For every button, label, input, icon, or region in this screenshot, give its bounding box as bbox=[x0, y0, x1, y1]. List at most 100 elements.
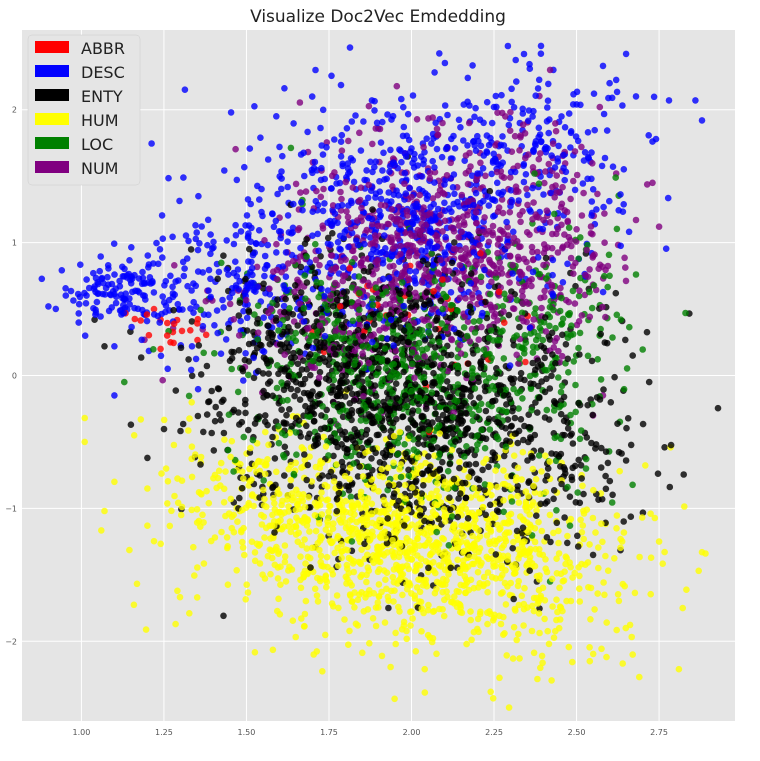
point-enty bbox=[381, 453, 389, 461]
point-hum bbox=[239, 506, 246, 514]
point-desc bbox=[481, 188, 489, 195]
point-desc bbox=[363, 167, 370, 174]
point-hum bbox=[290, 494, 297, 502]
point-enty bbox=[464, 515, 472, 522]
point-loc bbox=[389, 389, 396, 397]
point-enty bbox=[510, 595, 517, 603]
point-hum bbox=[603, 619, 610, 626]
point-loc bbox=[539, 336, 547, 344]
point-num bbox=[519, 121, 527, 128]
point-hum bbox=[178, 477, 186, 485]
point-num bbox=[413, 252, 420, 260]
point-enty bbox=[243, 327, 251, 334]
point-loc bbox=[319, 403, 326, 410]
point-desc bbox=[199, 322, 207, 330]
point-hum bbox=[518, 476, 525, 483]
point-num bbox=[549, 140, 557, 147]
point-desc bbox=[243, 212, 251, 219]
point-loc bbox=[362, 417, 370, 425]
point-hum bbox=[274, 518, 282, 525]
point-desc bbox=[472, 104, 479, 112]
point-hum bbox=[277, 581, 284, 588]
point-enty bbox=[127, 421, 135, 429]
point-loc bbox=[218, 259, 225, 267]
point-loc bbox=[290, 470, 298, 478]
point-loc bbox=[620, 385, 628, 393]
point-desc bbox=[429, 157, 437, 165]
point-hum bbox=[211, 471, 219, 479]
point-hum bbox=[205, 499, 213, 507]
point-num bbox=[367, 240, 374, 248]
point-num bbox=[346, 330, 353, 337]
point-loc bbox=[228, 365, 235, 373]
point-enty bbox=[593, 394, 601, 401]
point-num bbox=[230, 316, 238, 323]
point-enty bbox=[294, 322, 302, 329]
point-hum bbox=[244, 589, 252, 596]
point-loc bbox=[292, 329, 300, 337]
point-num bbox=[602, 313, 609, 321]
point-desc bbox=[75, 319, 82, 326]
point-enty bbox=[443, 378, 451, 385]
point-num bbox=[341, 272, 349, 279]
point-desc bbox=[537, 42, 545, 50]
point-hum bbox=[566, 559, 573, 566]
point-hum bbox=[504, 583, 511, 590]
point-hum bbox=[440, 535, 448, 543]
point-hum bbox=[273, 468, 280, 476]
point-hum bbox=[543, 568, 551, 576]
point-desc bbox=[97, 313, 104, 320]
point-hum bbox=[520, 622, 527, 629]
point-enty bbox=[419, 360, 426, 367]
point-hum bbox=[505, 512, 512, 519]
point-num bbox=[296, 300, 304, 308]
point-desc bbox=[198, 223, 205, 230]
point-hum bbox=[274, 490, 281, 497]
point-loc bbox=[577, 234, 584, 241]
point-hum bbox=[368, 510, 376, 517]
point-enty bbox=[612, 289, 620, 297]
point-desc bbox=[261, 265, 269, 273]
point-hum bbox=[241, 551, 248, 559]
point-loc bbox=[121, 378, 128, 386]
point-hum bbox=[194, 564, 201, 571]
point-desc bbox=[449, 184, 457, 191]
point-hum bbox=[548, 575, 556, 583]
point-enty bbox=[333, 296, 341, 304]
point-enty bbox=[384, 357, 391, 364]
point-loc bbox=[632, 271, 640, 278]
point-hum bbox=[380, 567, 388, 574]
point-enty bbox=[185, 356, 192, 363]
point-desc bbox=[525, 117, 532, 125]
point-hum bbox=[325, 508, 332, 516]
point-num bbox=[486, 256, 493, 264]
point-desc bbox=[622, 50, 630, 58]
point-enty bbox=[443, 406, 450, 414]
point-desc bbox=[573, 101, 580, 108]
point-num bbox=[397, 250, 404, 258]
point-num bbox=[421, 271, 428, 279]
point-num bbox=[458, 228, 466, 236]
point-abbr bbox=[137, 317, 144, 324]
point-hum bbox=[334, 562, 342, 569]
point-enty bbox=[604, 459, 612, 467]
point-enty bbox=[311, 269, 319, 277]
point-enty bbox=[353, 444, 361, 451]
point-enty bbox=[302, 402, 309, 410]
point-desc bbox=[126, 257, 133, 264]
point-hum bbox=[314, 598, 322, 605]
point-hum bbox=[659, 560, 666, 567]
point-desc bbox=[111, 271, 118, 278]
point-enty bbox=[200, 428, 207, 436]
point-loc bbox=[594, 356, 601, 363]
point-desc bbox=[111, 343, 118, 350]
point-desc bbox=[276, 143, 283, 151]
point-num bbox=[343, 208, 350, 215]
point-enty bbox=[456, 464, 463, 472]
point-num bbox=[292, 180, 300, 188]
point-desc bbox=[176, 197, 183, 205]
point-hum bbox=[526, 511, 533, 518]
point-hum bbox=[576, 572, 583, 580]
point-num bbox=[311, 364, 319, 372]
point-desc bbox=[111, 392, 118, 399]
